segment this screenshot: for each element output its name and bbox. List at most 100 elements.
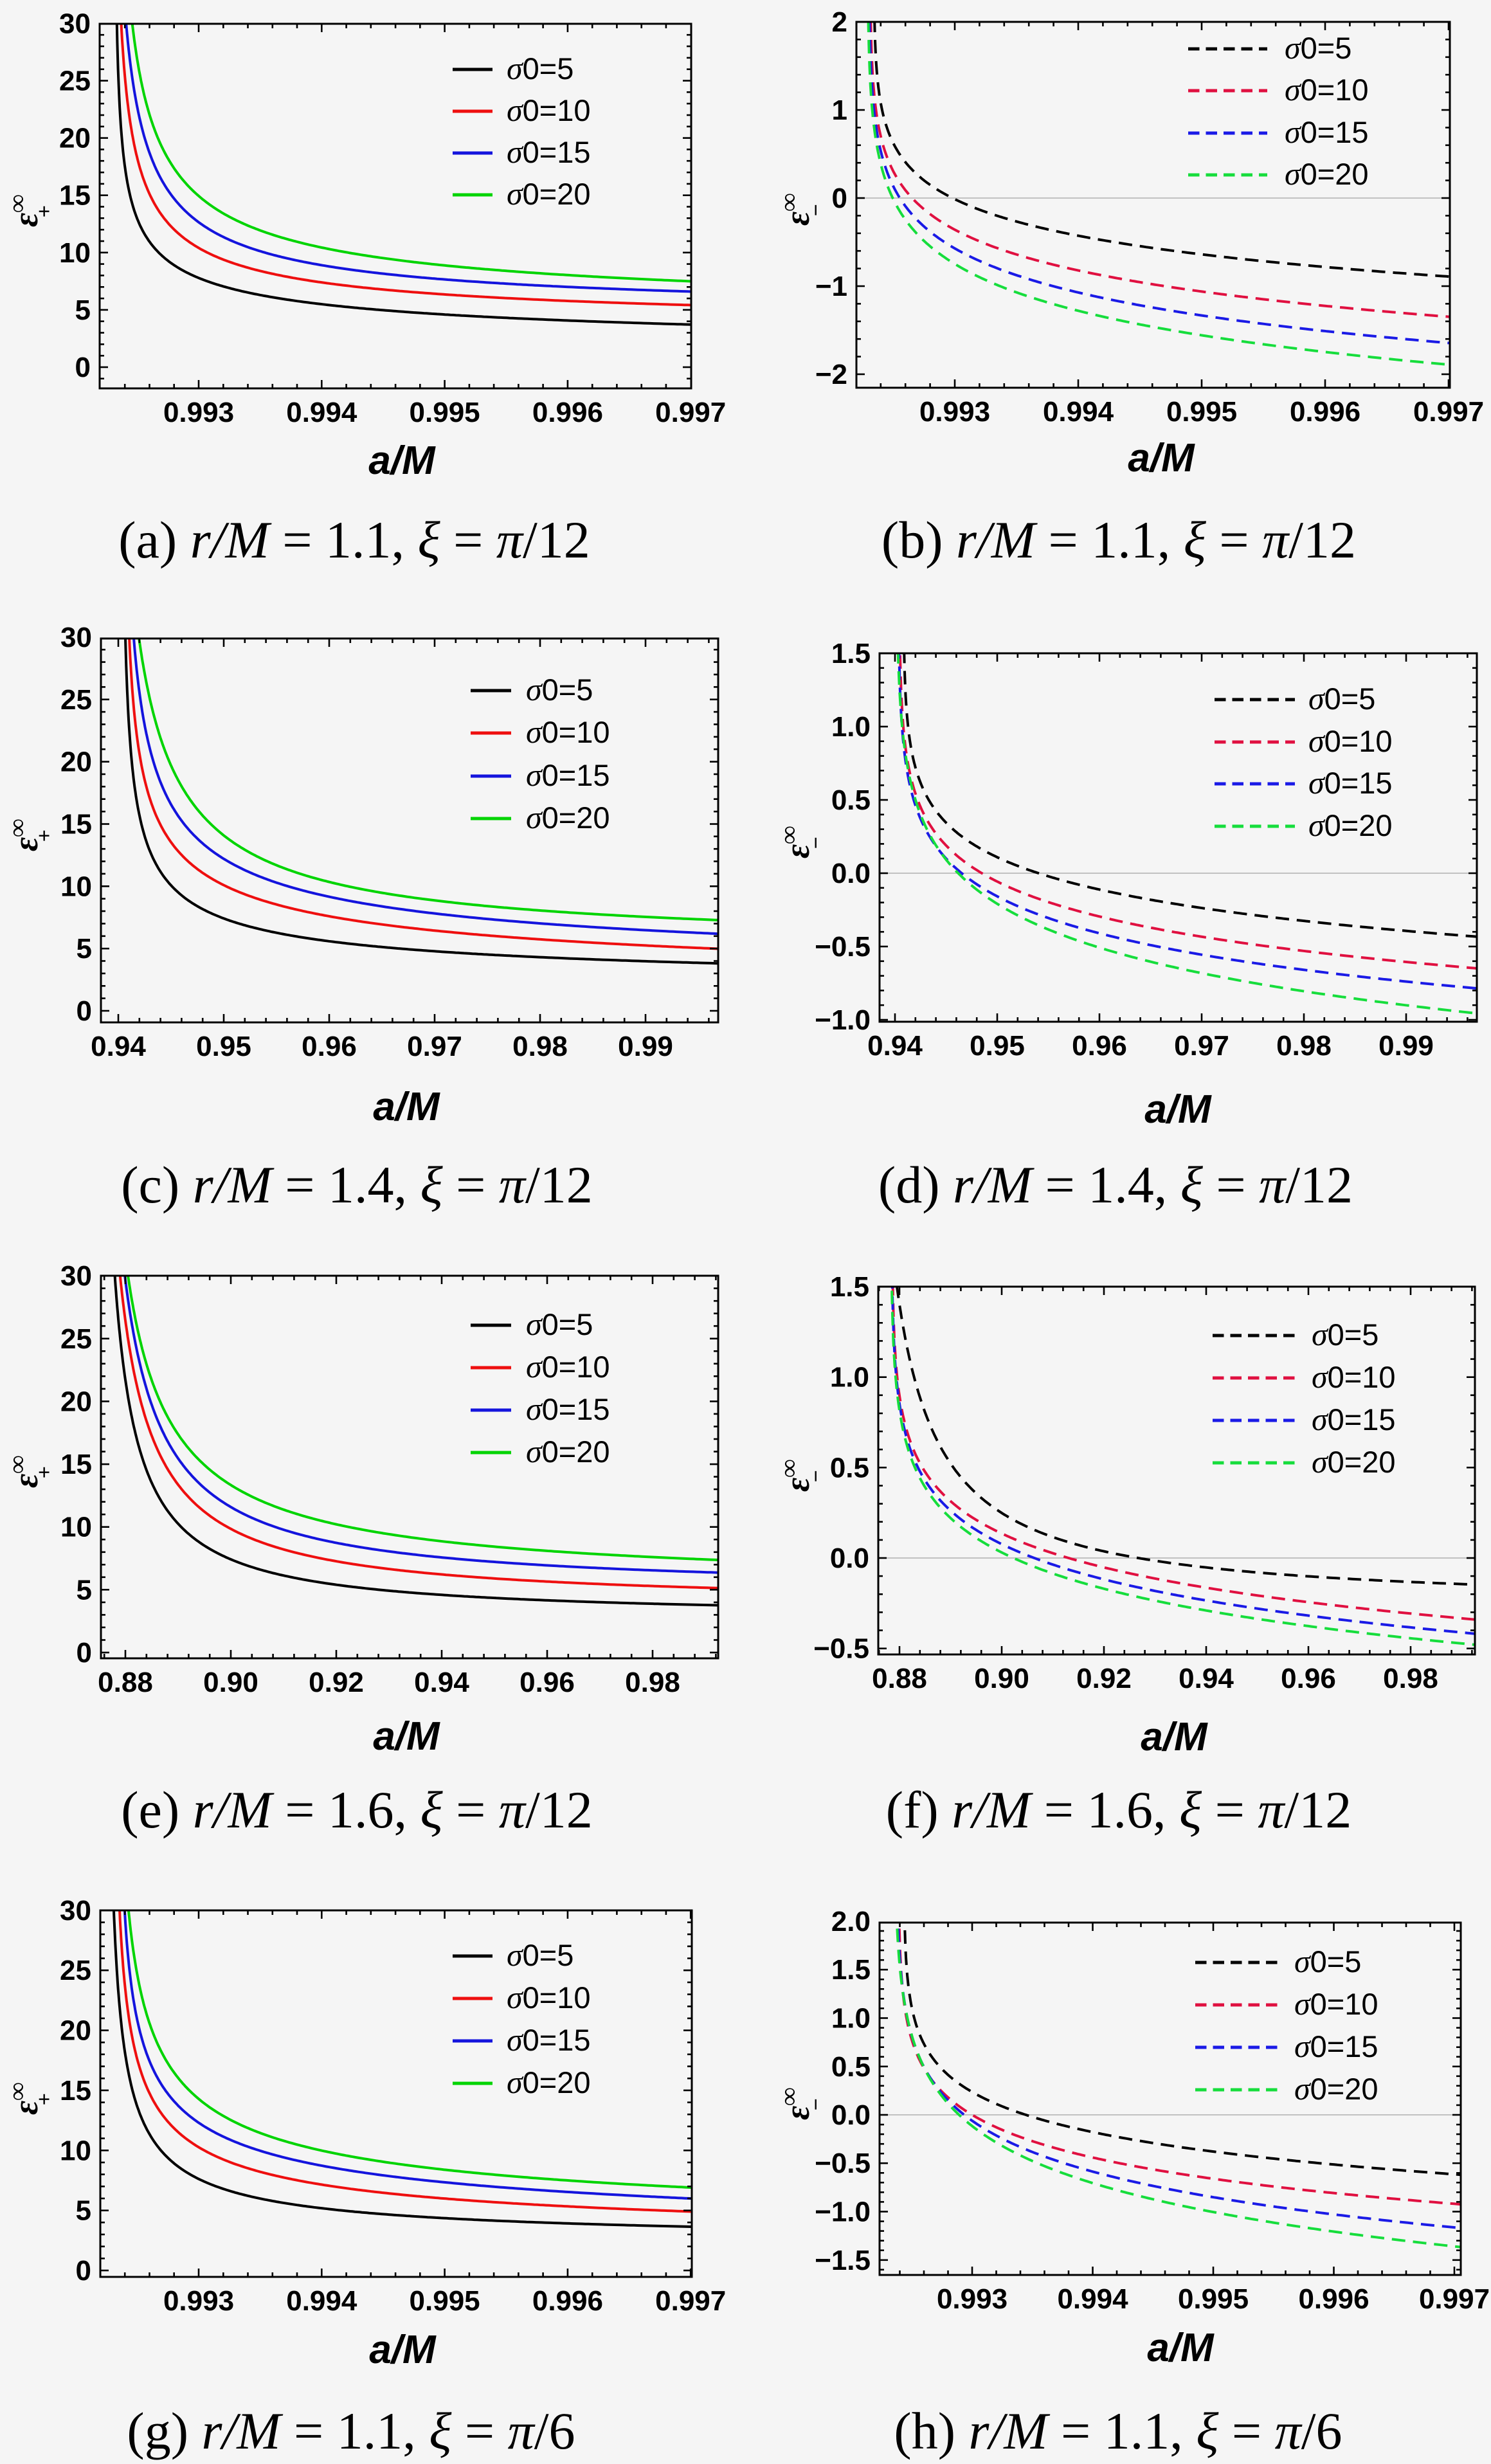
svg-text:σ0=10: σ0=10	[507, 92, 591, 128]
svg-text:0.997: 0.997	[1419, 2283, 1490, 2315]
svg-text:15: 15	[59, 180, 91, 212]
svg-text:σ0=20: σ0=20	[507, 176, 591, 212]
svg-text:σ0=20: σ0=20	[1285, 156, 1369, 192]
svg-text:20: 20	[60, 747, 92, 778]
svg-text:0: 0	[832, 183, 847, 214]
svg-text:0: 0	[75, 352, 91, 383]
svg-text:a/M: a/M	[368, 439, 436, 483]
svg-text:0.94: 0.94	[91, 1031, 146, 1062]
svg-text:15: 15	[60, 809, 92, 840]
svg-text:0.993: 0.993	[937, 2283, 1008, 2315]
svg-text:1.5: 1.5	[831, 638, 871, 669]
svg-text:20: 20	[60, 1386, 92, 1417]
svg-text:2: 2	[832, 6, 847, 38]
svg-text:ε∞+: ε∞+	[3, 1455, 57, 1488]
svg-text:ε∞−: ε∞−	[774, 193, 828, 226]
svg-text:−0.5: −0.5	[815, 931, 871, 963]
svg-text:(b) r/M = 1.1, ξ = π/12: (b) r/M = 1.1, ξ = π/12	[881, 511, 1356, 569]
svg-text:0.996: 0.996	[1290, 396, 1360, 428]
svg-text:(a) r/M = 1.1, ξ = π/12: (a) r/M = 1.1, ξ = π/12	[118, 511, 590, 569]
svg-text:0.94: 0.94	[867, 1030, 923, 1062]
svg-text:0.98: 0.98	[1383, 1663, 1438, 1694]
svg-text:σ0=10: σ0=10	[526, 1348, 610, 1384]
svg-text:0: 0	[76, 2255, 91, 2287]
svg-text:20: 20	[59, 123, 91, 154]
svg-text:0.996: 0.996	[532, 397, 603, 428]
svg-text:30: 30	[60, 1895, 91, 1926]
svg-text:a/M: a/M	[373, 1714, 440, 1759]
svg-text:σ0=5: σ0=5	[1308, 680, 1375, 716]
svg-text:0.94: 0.94	[414, 1667, 469, 1698]
svg-text:σ0=5: σ0=5	[1294, 1943, 1361, 1979]
svg-text:0.96: 0.96	[302, 1031, 357, 1062]
svg-text:σ0=15: σ0=15	[1308, 765, 1393, 801]
svg-text:−1: −1	[815, 271, 847, 302]
svg-text:0.997: 0.997	[655, 2285, 726, 2317]
svg-text:0.99: 0.99	[618, 1031, 673, 1062]
svg-text:0.98: 0.98	[1276, 1030, 1332, 1062]
svg-text:ε∞+: ε∞+	[3, 819, 57, 851]
svg-text:σ0=20: σ0=20	[1294, 2070, 1378, 2106]
svg-text:ε∞+: ε∞+	[3, 194, 57, 227]
svg-text:15: 15	[60, 1449, 92, 1480]
svg-text:σ0=15: σ0=15	[526, 1391, 610, 1427]
svg-text:0.993: 0.993	[163, 2285, 234, 2317]
svg-text:σ0=10: σ0=10	[1312, 1359, 1396, 1395]
svg-text:5: 5	[75, 294, 91, 326]
svg-text:0.0: 0.0	[831, 858, 871, 889]
svg-text:a/M: a/M	[1128, 436, 1195, 480]
svg-text:0.994: 0.994	[1057, 2283, 1128, 2315]
svg-text:0.95: 0.95	[970, 1030, 1025, 1062]
svg-text:σ0=15: σ0=15	[507, 2022, 591, 2058]
svg-text:−1.0: −1.0	[815, 1004, 871, 1036]
svg-text:σ0=10: σ0=10	[526, 714, 610, 750]
svg-text:0.5: 0.5	[830, 1452, 869, 1483]
svg-text:0: 0	[77, 1637, 92, 1669]
svg-text:σ0=15: σ0=15	[507, 134, 591, 170]
svg-text:σ0=5: σ0=5	[507, 50, 574, 86]
svg-text:0.98: 0.98	[625, 1667, 680, 1698]
svg-text:25: 25	[60, 684, 92, 716]
svg-text:(h) r/M = 1.1, ξ = π/6: (h) r/M = 1.1, ξ = π/6	[894, 2402, 1342, 2460]
svg-text:2.0: 2.0	[831, 1906, 871, 1937]
svg-text:0.996: 0.996	[532, 2285, 603, 2317]
svg-text:0.993: 0.993	[919, 396, 990, 428]
svg-text:(d) r/M = 1.4, ξ = π/12: (d) r/M = 1.4, ξ = π/12	[878, 1155, 1353, 1214]
svg-text:0.5: 0.5	[831, 784, 871, 816]
svg-text:σ0=15: σ0=15	[1294, 2028, 1378, 2064]
svg-text:−0.5: −0.5	[813, 1633, 869, 1665]
svg-text:0.97: 0.97	[1174, 1030, 1229, 1062]
svg-text:σ0=5: σ0=5	[507, 1937, 574, 1973]
svg-text:σ0=10: σ0=10	[507, 1979, 591, 2015]
svg-text:0.94: 0.94	[1179, 1663, 1234, 1694]
svg-text:25: 25	[59, 66, 91, 97]
svg-text:0.0: 0.0	[831, 2099, 871, 2131]
svg-text:0.96: 0.96	[520, 1667, 575, 1698]
svg-text:a/M: a/M	[1144, 1087, 1212, 1132]
svg-text:σ0=10: σ0=10	[1294, 1986, 1378, 2022]
svg-text:−2: −2	[815, 359, 847, 390]
svg-text:20: 20	[60, 2015, 91, 2047]
svg-text:σ0=15: σ0=15	[1312, 1401, 1396, 1437]
svg-text:0.5: 0.5	[831, 2051, 871, 2083]
svg-text:σ0=15: σ0=15	[526, 757, 610, 793]
svg-text:σ0=5: σ0=5	[1285, 30, 1351, 66]
svg-text:0.995: 0.995	[1178, 2283, 1249, 2315]
svg-text:1.0: 1.0	[831, 711, 871, 743]
svg-text:0.97: 0.97	[407, 1031, 462, 1062]
svg-text:0.994: 0.994	[1043, 396, 1114, 428]
svg-text:0.90: 0.90	[974, 1663, 1029, 1694]
svg-text:0.995: 0.995	[1166, 396, 1237, 428]
svg-text:5: 5	[76, 2195, 91, 2227]
svg-text:0.98: 0.98	[512, 1031, 568, 1062]
svg-text:ε∞−: ε∞−	[774, 2087, 828, 2120]
svg-text:0.88: 0.88	[98, 1667, 153, 1698]
svg-text:0.994: 0.994	[286, 2285, 357, 2317]
svg-text:−0.5: −0.5	[815, 2148, 871, 2179]
svg-text:0.995: 0.995	[410, 397, 480, 428]
svg-text:1.0: 1.0	[831, 2003, 871, 2034]
svg-text:10: 10	[60, 2135, 91, 2166]
svg-text:0.96: 0.96	[1281, 1663, 1336, 1694]
svg-text:σ0=20: σ0=20	[1312, 1444, 1396, 1480]
svg-text:σ0=5: σ0=5	[526, 671, 593, 707]
